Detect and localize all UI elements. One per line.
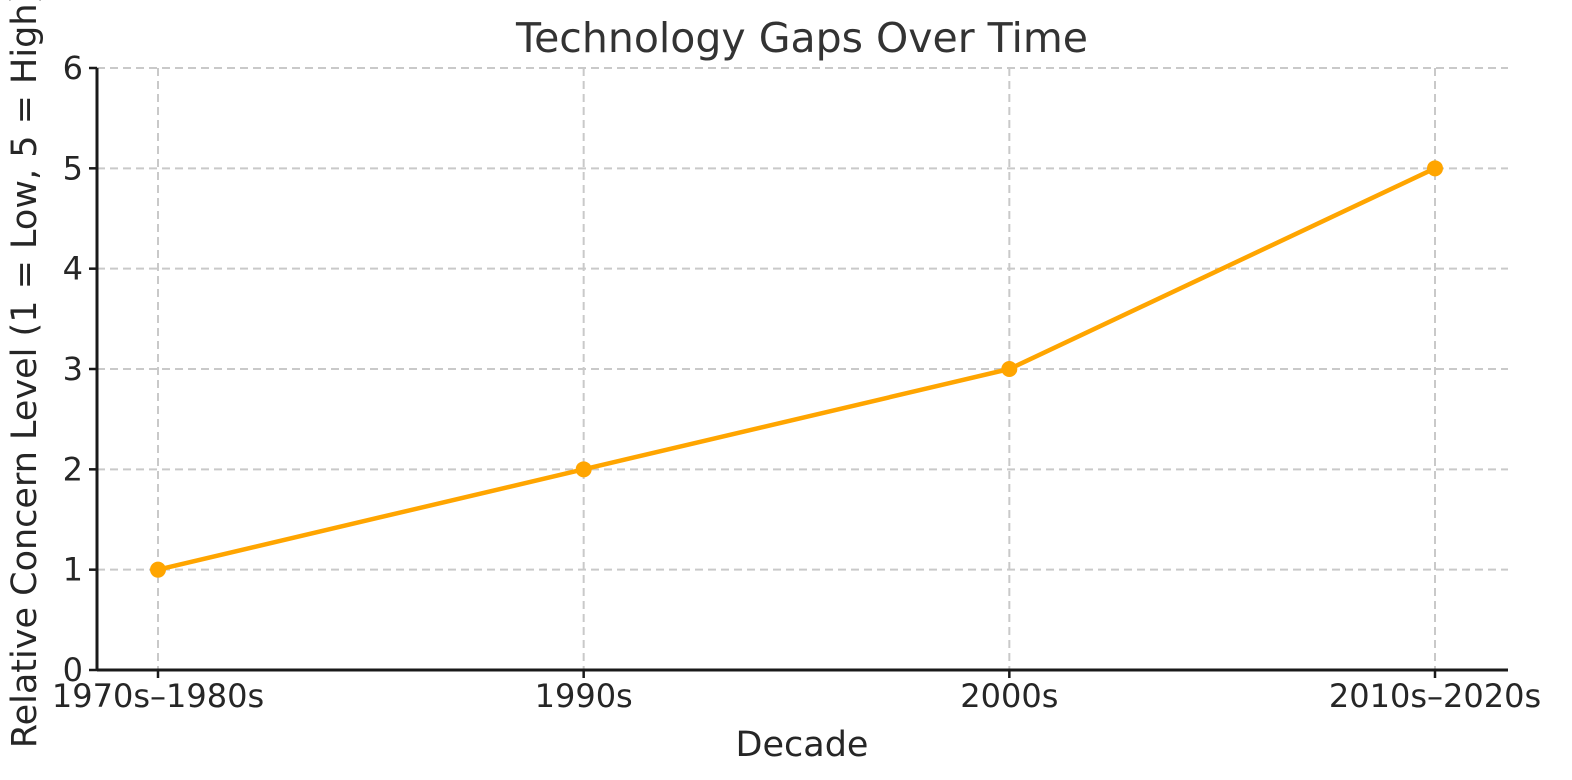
series-group bbox=[150, 160, 1443, 578]
y-tick-label: 6 bbox=[63, 49, 83, 87]
x-tick-label: 1990s bbox=[535, 677, 633, 715]
x-tick-label: 1970s–1980s bbox=[52, 677, 264, 715]
y-tick-label: 3 bbox=[63, 350, 83, 388]
y-axis-label: Relative Concern Level (1 = Low, 5 = Hig… bbox=[5, 0, 45, 748]
tick-labels-group: 0 1 2 3 4 5 6 1970s–1980s 1990s 2000s 2010s–2020s bbox=[52, 49, 1541, 715]
x-tick-label: 2000s bbox=[960, 677, 1058, 715]
x-axis-label: Decade bbox=[736, 725, 869, 765]
series-line bbox=[155, 166, 1438, 572]
y-tick-label: 2 bbox=[63, 450, 83, 488]
x-tick-label: 2010s–2020s bbox=[1329, 677, 1541, 715]
gridlines-group bbox=[97, 67, 1508, 671]
data-point bbox=[150, 561, 166, 578]
y-tick-label: 4 bbox=[63, 250, 83, 288]
data-point bbox=[1427, 160, 1443, 177]
axes-group bbox=[89, 66, 1508, 678]
chart-title: Technology Gaps Over Time bbox=[515, 14, 1088, 62]
data-point bbox=[575, 461, 592, 478]
y-tick-label: 5 bbox=[63, 149, 83, 187]
y-tick-label: 0 bbox=[63, 651, 83, 689]
data-point bbox=[1001, 361, 1018, 377]
y-tick-label: 1 bbox=[63, 551, 83, 589]
